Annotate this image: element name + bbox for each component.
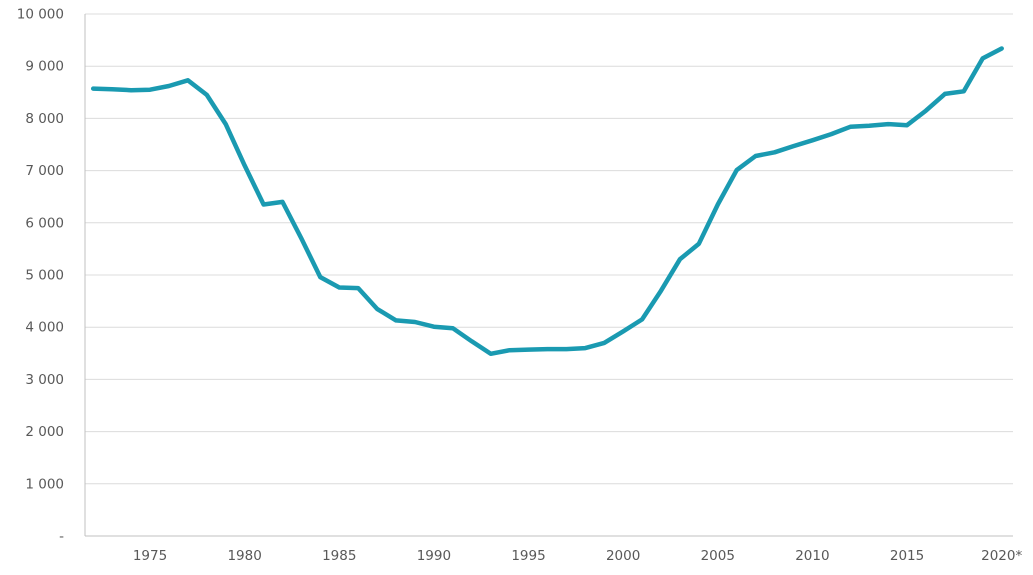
x-axis-tick-label: 2020* bbox=[981, 548, 1022, 564]
x-axis-tick-label: 2010 bbox=[795, 548, 829, 564]
x-axis-tick-label: 2015 bbox=[890, 548, 924, 564]
y-axis-tick-label: 10 000 bbox=[17, 7, 64, 23]
x-axis-tick-label: 2005 bbox=[701, 548, 735, 564]
y-axis-tick-label: 7 000 bbox=[25, 163, 64, 179]
y-axis-tick-label: 6 000 bbox=[25, 215, 64, 231]
y-axis-tick-label: 1 000 bbox=[25, 476, 64, 492]
y-axis-tick-label: 3 000 bbox=[25, 372, 64, 388]
y-axis-tick-label: 4 000 bbox=[25, 320, 64, 336]
x-axis-tick-label: 1985 bbox=[322, 548, 356, 564]
x-axis-tick-label: 1980 bbox=[227, 548, 261, 564]
y-axis-tick-label: 9 000 bbox=[25, 59, 64, 75]
y-axis-tick-label: 5 000 bbox=[25, 268, 64, 284]
x-axis-tick-label: 1990 bbox=[417, 548, 451, 564]
x-axis-tick-label: 1995 bbox=[511, 548, 545, 564]
x-axis-tick-label: 2000 bbox=[606, 548, 640, 564]
trend-line bbox=[90, 46, 1004, 357]
y-axis-tick-label: 2 000 bbox=[25, 424, 64, 440]
y-axis-tick-label: - bbox=[59, 529, 64, 545]
y-axis-tick-label: 8 000 bbox=[25, 111, 64, 127]
x-axis-tick-label: 1975 bbox=[133, 548, 167, 564]
